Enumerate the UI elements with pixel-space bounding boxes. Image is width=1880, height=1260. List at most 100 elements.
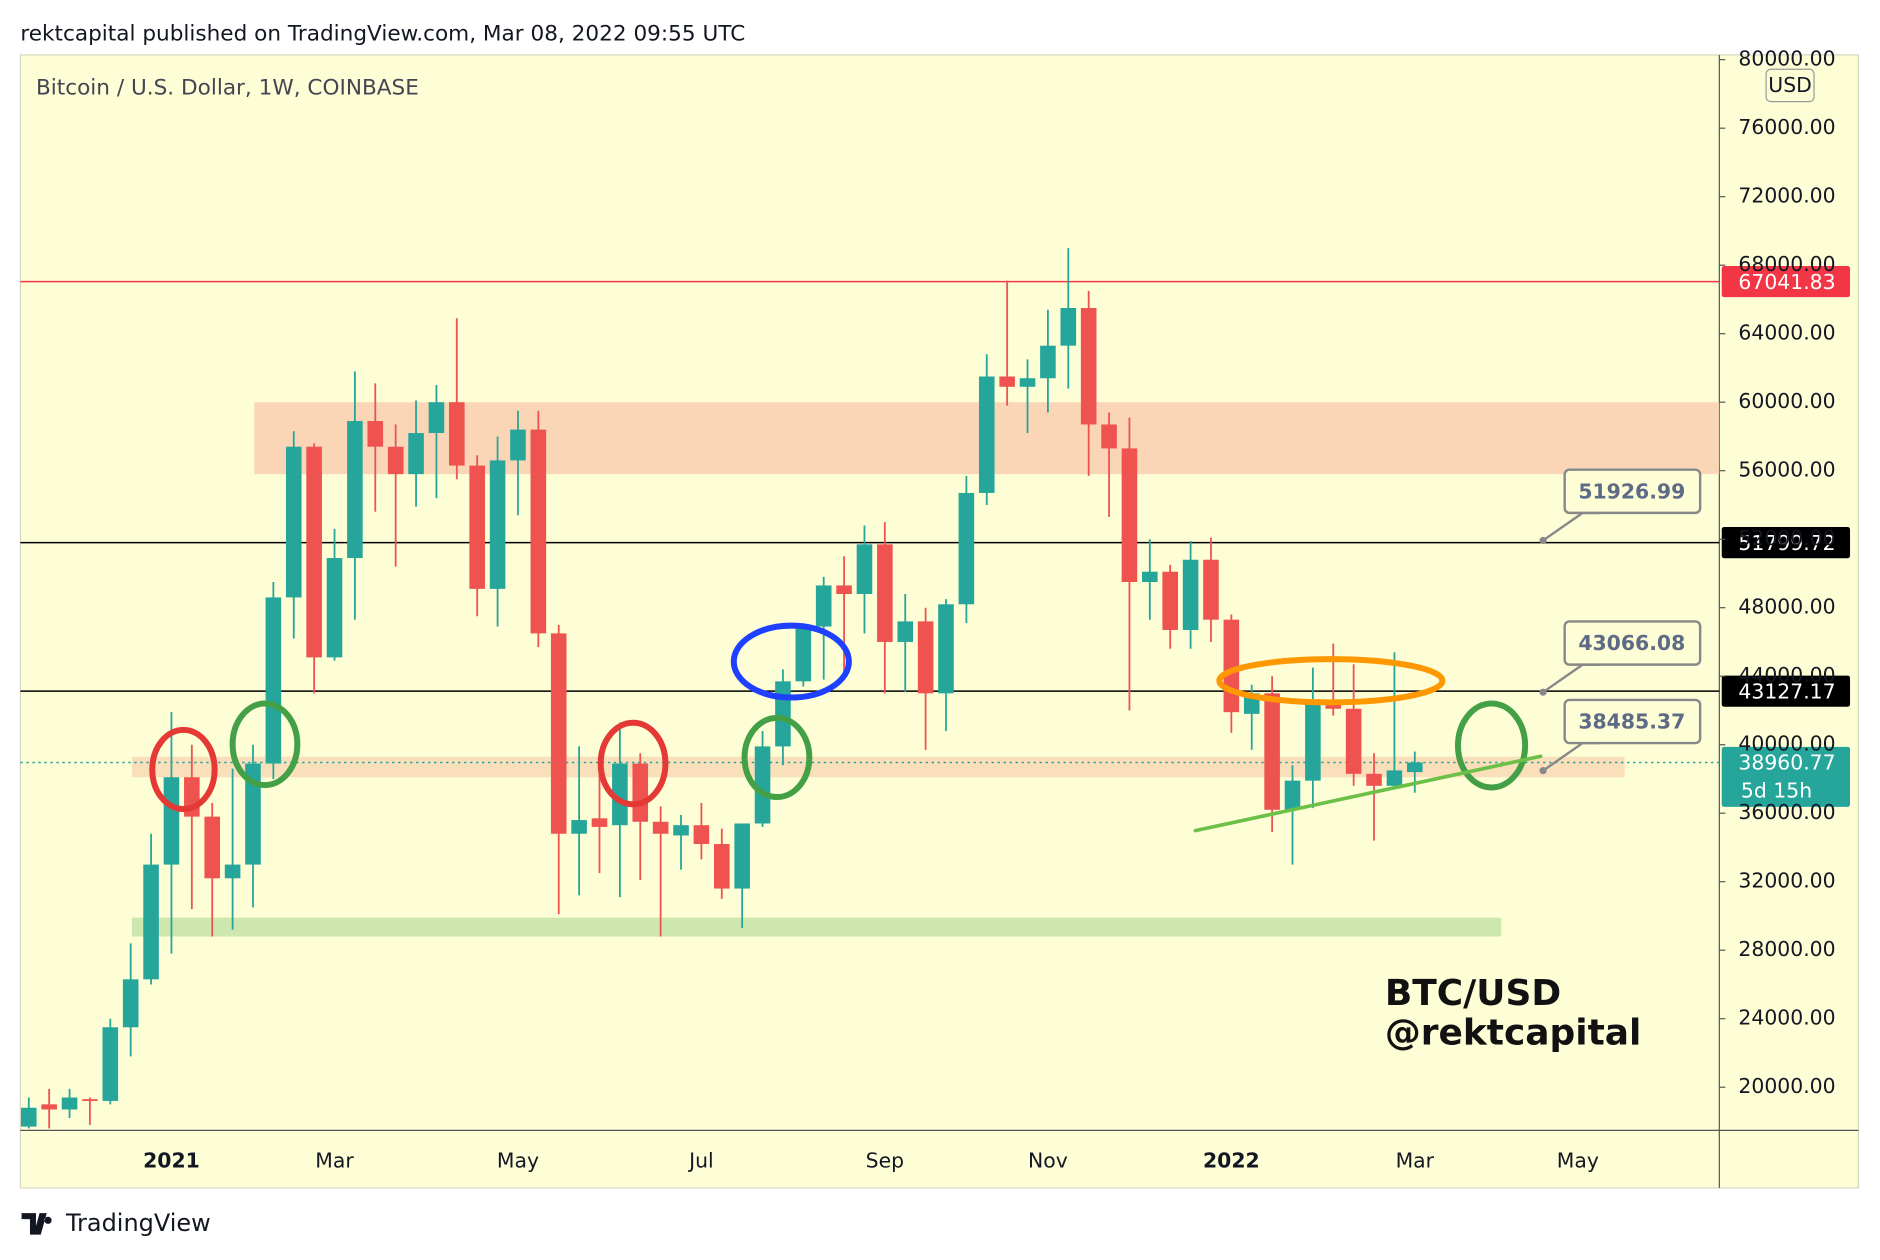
y-tick-label: 28000.00	[1738, 937, 1835, 961]
x-tick-label: 2021	[143, 1149, 200, 1173]
blue-circle	[730, 622, 852, 701]
candle-body	[306, 446, 322, 658]
candle-body	[958, 492, 975, 605]
y-tick-label: 64000.00	[1738, 321, 1835, 345]
callout-anchor	[1539, 688, 1547, 696]
x-tick-label: May	[1557, 1149, 1599, 1173]
candle-body	[245, 763, 261, 865]
candle-body	[285, 446, 302, 598]
candle-body	[1305, 701, 1321, 781]
candle-body	[1386, 770, 1403, 786]
candle-body	[122, 979, 139, 1028]
candle-body	[917, 621, 934, 694]
candle-body	[734, 823, 750, 889]
currency: USD	[1768, 73, 1812, 97]
candle-body	[1060, 308, 1077, 346]
y-tick-label: 56000.00	[1738, 458, 1835, 482]
callout-anchor	[1539, 536, 1547, 545]
x-tick-label: Mar	[1396, 1149, 1435, 1173]
candle-body	[1407, 762, 1423, 773]
candle-body	[795, 626, 812, 682]
candle-body	[1182, 559, 1199, 630]
candle-body	[61, 1097, 78, 1110]
red-circle	[149, 726, 218, 813]
candle-body	[652, 821, 669, 834]
candle-body	[713, 844, 730, 889]
candle-body	[1040, 345, 1056, 379]
y-tick-label: 52000.00	[1738, 526, 1835, 550]
candle-body	[1121, 448, 1138, 583]
candle-body	[673, 825, 689, 836]
y-tick-label: 68000.00	[1738, 252, 1835, 276]
candle-body	[1203, 559, 1219, 620]
candle-body	[204, 816, 221, 879]
y-tick-label: 32000.00	[1738, 869, 1835, 893]
currency-box	[1765, 68, 1815, 103]
candle-body	[1019, 378, 1036, 387]
x-tick-label: Jul	[687, 1149, 714, 1173]
level-label-box	[1721, 675, 1851, 707]
y-tick-label: 20000.00	[1738, 1074, 1835, 1098]
axes: 20000.00 24000.00 28000.00 32000.00 36000.00…	[143, 47, 1836, 1173]
candle-body	[612, 763, 628, 826]
x-tick-label: Mar	[315, 1149, 354, 1173]
callout-box	[1563, 468, 1702, 515]
candle-body	[999, 376, 1015, 387]
candle-body	[836, 585, 852, 595]
candle-body	[1080, 308, 1097, 425]
chart-title: Bitcoin / U.S. Dollar, 1W, COINBASE	[36, 75, 419, 100]
y-tick-label: 36000.00	[1738, 800, 1835, 824]
candles	[20, 248, 1423, 1129]
candle-body	[224, 864, 241, 879]
candle-body	[938, 604, 954, 694]
candle-body	[856, 544, 873, 595]
candle-body	[143, 864, 159, 980]
candle-body	[367, 421, 384, 447]
level-label: 51799.72	[1738, 531, 1835, 555]
callout-label: 38485.37	[1578, 710, 1685, 734]
candle-body	[1366, 773, 1382, 786]
current-price: 38960.77	[1738, 751, 1835, 775]
y-tick-label: 72000.00	[1738, 184, 1835, 208]
candle-body	[489, 460, 506, 589]
callout-label: 51926.99	[1578, 479, 1685, 503]
candle-body	[449, 402, 465, 466]
x-tick-label: Sep	[866, 1149, 904, 1173]
candle-body	[265, 597, 282, 764]
watermark: @rektcapital	[1385, 1012, 1642, 1053]
green-circle	[741, 714, 813, 801]
candle-body	[163, 777, 180, 865]
candle-body	[469, 465, 485, 589]
green-circle	[1454, 700, 1529, 791]
levels: 67041.83 51799.72 43127.17 38960.77 5d 15h	[20, 266, 1851, 807]
candle-body	[1162, 571, 1178, 630]
candle-body	[591, 818, 608, 827]
level-label-box	[1721, 266, 1851, 298]
callout-box	[1563, 698, 1702, 745]
y-tick-label: 24000.00	[1738, 1006, 1835, 1030]
callout-label: 43066.08	[1578, 631, 1685, 655]
candle-body	[978, 376, 995, 493]
candle-body	[530, 429, 547, 634]
candle-body	[102, 1027, 119, 1101]
candle-body	[877, 544, 893, 642]
red-circle	[597, 719, 669, 808]
candle-body	[754, 746, 771, 824]
publish-line: rektcapital published on TradingView.com…	[20, 22, 745, 47]
callout-anchor	[1539, 767, 1547, 775]
callouts: 51926.99 43066.08 38485.37	[1539, 468, 1702, 775]
countdown: 5d 15h	[1741, 778, 1812, 802]
brand-logo	[21, 1213, 52, 1235]
candle-body	[1264, 693, 1280, 810]
candle-body	[510, 429, 526, 461]
candle-body	[550, 633, 567, 834]
brand: TradingView	[65, 1209, 211, 1237]
candle-body	[1345, 708, 1362, 774]
candle-body	[632, 763, 649, 822]
hand-drawings	[149, 622, 1543, 833]
candle-body	[428, 402, 445, 434]
y-tick-label: 60000.00	[1738, 389, 1835, 413]
candle-body	[1142, 571, 1158, 583]
green-circle	[229, 700, 301, 789]
